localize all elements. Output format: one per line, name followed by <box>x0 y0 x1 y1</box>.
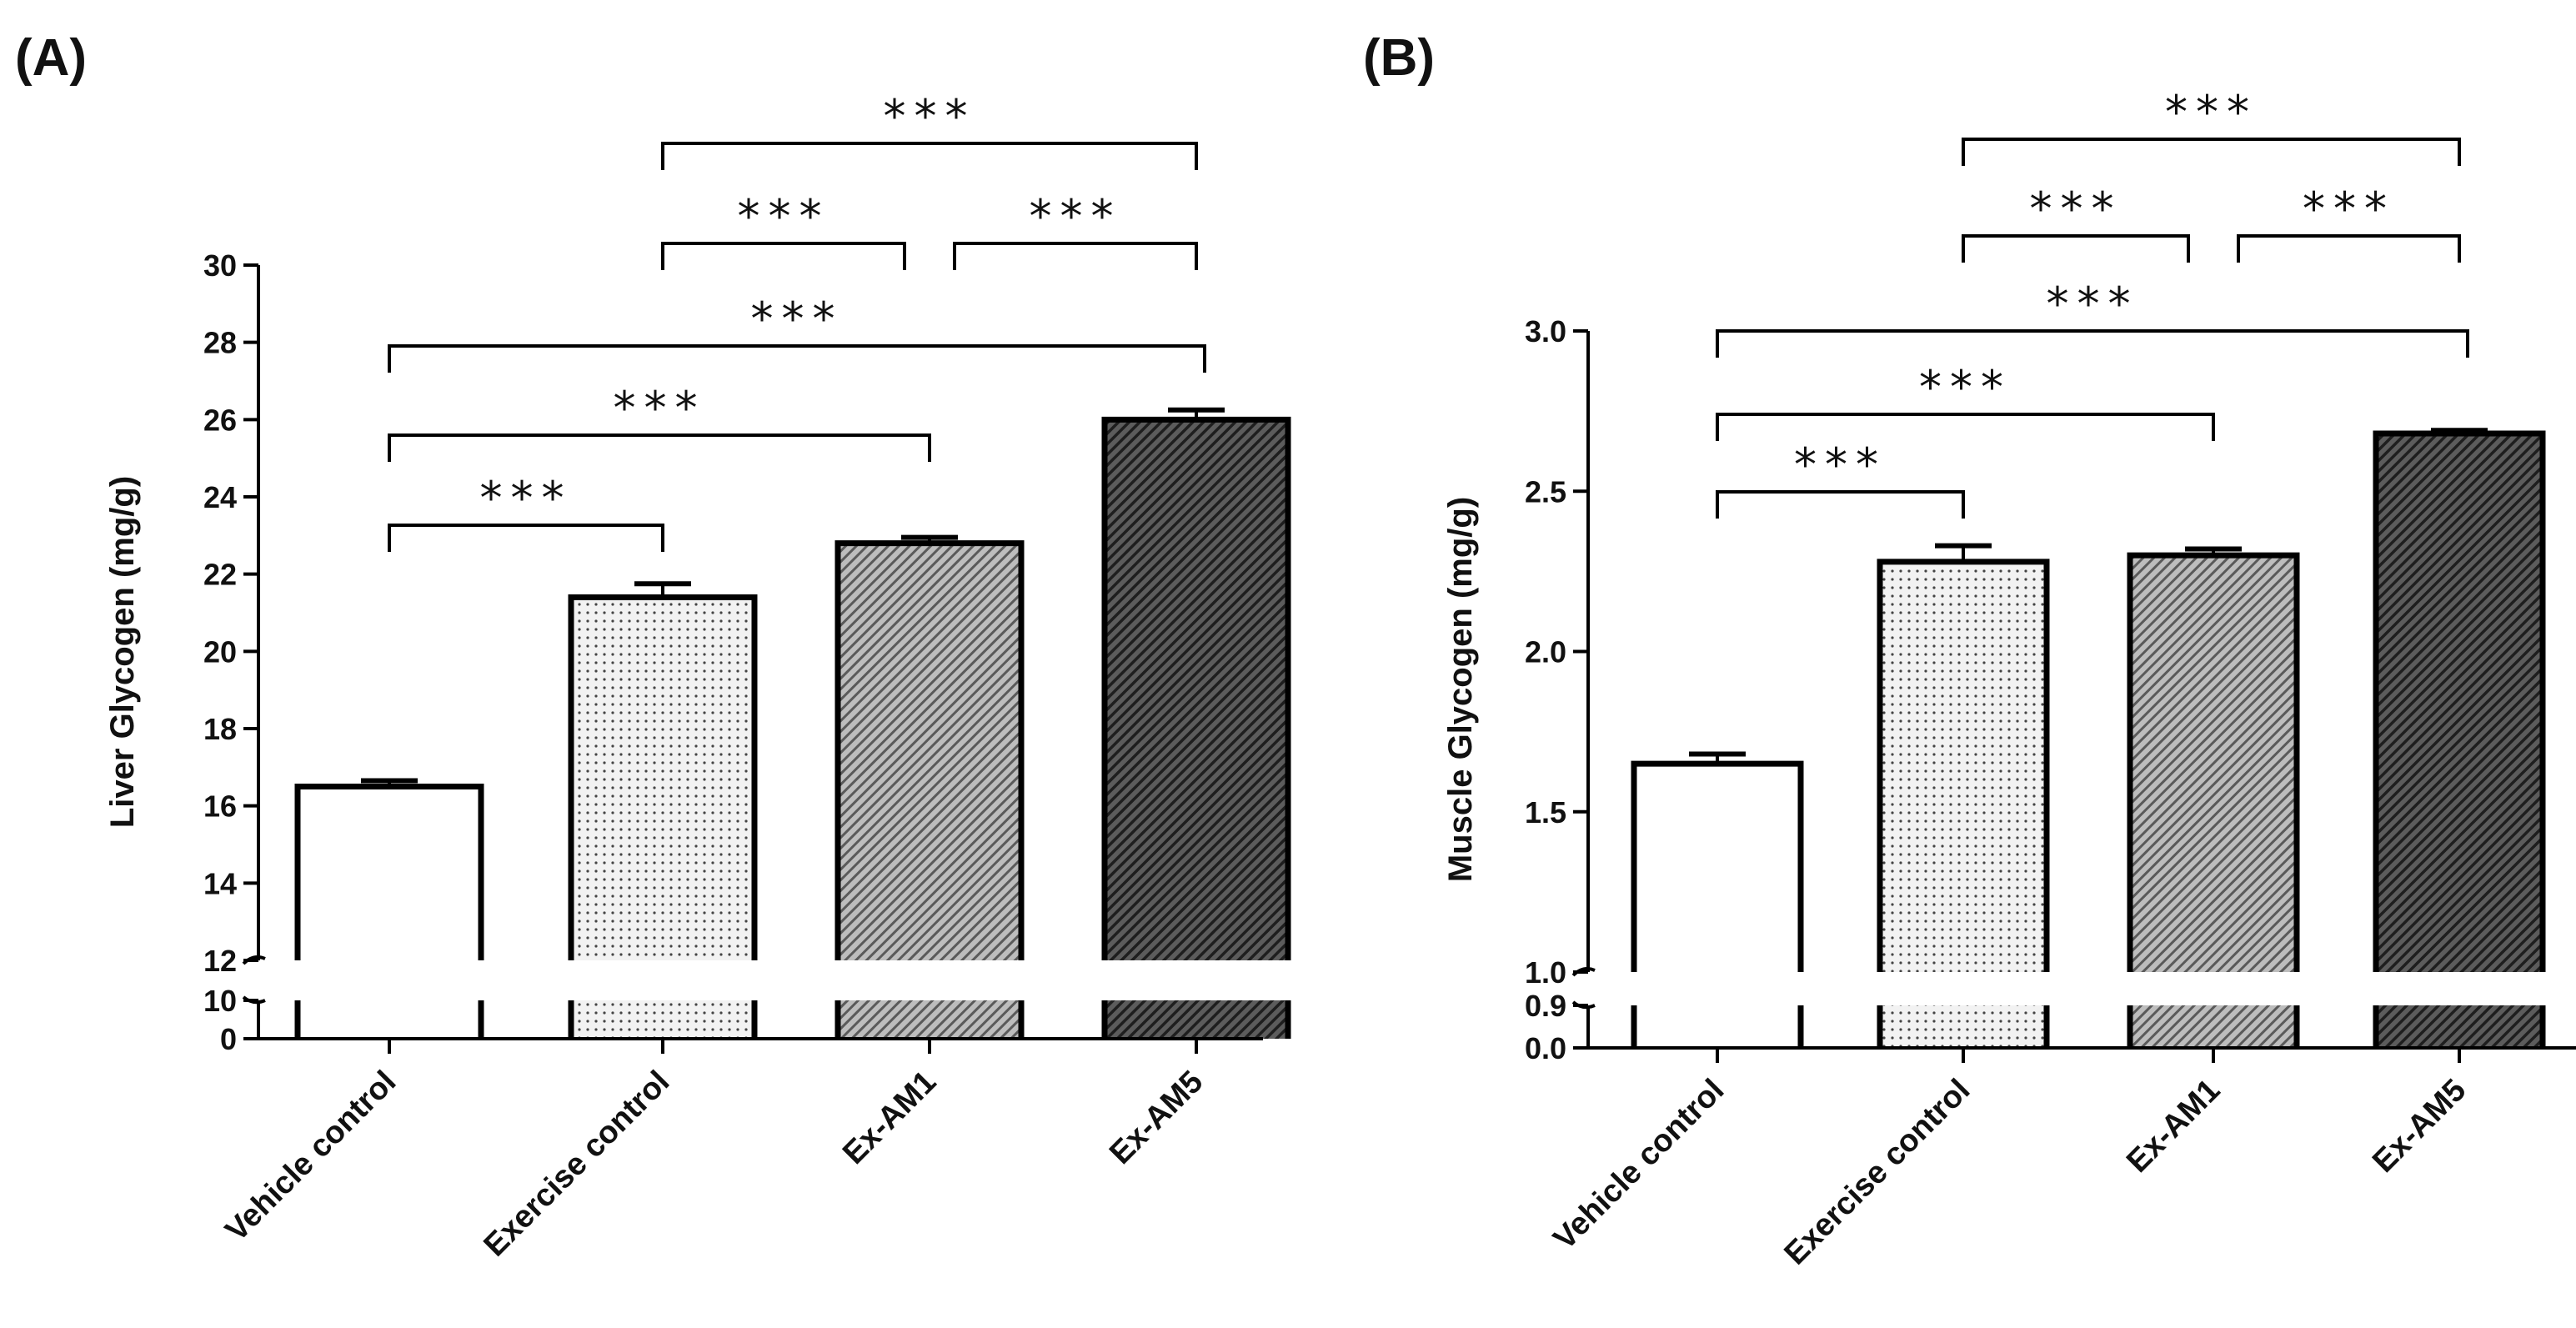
y-tick-label: 2.5 <box>1525 474 1566 509</box>
bar-upper-fill <box>2130 555 2297 972</box>
bar-4 <box>2373 428 2546 1048</box>
bar-2 <box>1877 543 2050 1048</box>
bar-1 <box>1631 751 1804 1048</box>
category-label: Vehicle control <box>219 1065 403 1249</box>
y-tick-label: 14 <box>203 866 237 900</box>
bracket-line <box>661 242 906 270</box>
y-tick-label: 2.0 <box>1525 635 1566 669</box>
significance-bracket: *** <box>1716 278 2469 358</box>
bracket-line <box>1962 234 2190 263</box>
muscle-glycogen-chart: 1.0 1.5 2.0 2.5 3.0 0.0 0.9 Vehicle control Exer… <box>1442 86 2576 1272</box>
significance-bracket: *** <box>2237 183 2461 263</box>
significance-stars: *** <box>614 382 706 434</box>
y-tick-label: 22 <box>203 558 237 592</box>
significance-stars: *** <box>738 190 830 243</box>
significance-bracket: *** <box>388 472 664 552</box>
y-tick-label: 1.0 <box>1525 955 1566 990</box>
y-tick-label: 1.5 <box>1525 795 1566 829</box>
y-tick-label: 0 <box>220 1022 237 1056</box>
bracket-line <box>1716 490 1965 519</box>
bracket-line <box>388 433 931 462</box>
bracket-line <box>1962 138 2461 166</box>
significance-bracket: *** <box>1716 438 1965 519</box>
significance-stars: *** <box>2030 183 2122 235</box>
significance-stars: *** <box>480 472 573 524</box>
y-tick-label: 28 <box>203 326 237 360</box>
significance-stars: *** <box>2047 278 2139 330</box>
bar-lower-fill <box>2376 1005 2543 1048</box>
significance-bracket: *** <box>1962 183 2190 263</box>
y-tick-label: 16 <box>203 789 237 824</box>
y-tick-label: 18 <box>203 712 237 746</box>
significance-stars: *** <box>2165 86 2258 138</box>
liver-glycogen-chart: 12 14 16 18 20 22 24 26 28 30 0 10 Vehicle control Ex… <box>104 90 1291 1264</box>
y-tick-label: 0.9 <box>1525 989 1566 1023</box>
panel-b: (B) 1.0 1.5 2.0 2.5 3.0 0.0 0.9 Vehicle control… <box>1288 0 2576 1328</box>
y-axis-label: Liver Glycogen (mg/g) <box>104 476 141 828</box>
category-label: Ex-AM1 <box>2120 1073 2227 1180</box>
significance-stars: *** <box>1030 190 1122 243</box>
category-label: Ex-AM5 <box>2366 1073 2473 1180</box>
bar-3 <box>2127 546 2300 1048</box>
category-label: Ex-AM1 <box>836 1065 943 1171</box>
y-tick-label: 20 <box>203 634 237 669</box>
category-label: Exercise control <box>1778 1073 1977 1272</box>
panel-a-label: (A) <box>15 29 88 87</box>
y-axis-label: Muscle Glycogen (mg/g) <box>1442 497 1479 882</box>
y-tick-label: 30 <box>203 248 237 283</box>
y-tick-label: 3.0 <box>1525 314 1566 348</box>
significance-bracket: *** <box>1962 86 2461 166</box>
y-tick-label: 26 <box>203 403 237 437</box>
bracket-line <box>388 344 1206 373</box>
bar-upper-fill <box>298 786 481 960</box>
category-label: Vehicle control <box>1547 1073 1732 1257</box>
y-tick-label: 10 <box>203 984 237 1018</box>
y-tick-label: 12 <box>203 944 237 978</box>
significance-stars: *** <box>751 293 844 345</box>
bar-lower-fill <box>1105 1000 1288 1039</box>
panel-a: (A) 12 14 16 18 20 22 24 26 28 30 0 10 Vehicle contr… <box>15 29 1291 1264</box>
bar-3 <box>834 534 1025 1039</box>
bar-4 <box>1101 407 1291 1039</box>
bar-lower-fill <box>298 1000 481 1039</box>
bracket-line <box>1716 413 2215 441</box>
panel-b-label: (B) <box>1363 29 1436 87</box>
bar-upper-fill <box>571 597 754 960</box>
significance-bracket: *** <box>953 190 1198 270</box>
bracket-line <box>1716 329 2469 358</box>
significance-stars: *** <box>2303 183 2395 235</box>
bar-lower-fill <box>2130 1005 2297 1048</box>
y-tick-label: 0.0 <box>1525 1031 1566 1065</box>
bar-upper-fill <box>838 543 1021 960</box>
significance-bracket: *** <box>388 293 1206 373</box>
significance-stars: *** <box>1794 438 1887 491</box>
y-tick-label: 24 <box>203 480 237 514</box>
category-label: Exercise control <box>478 1065 677 1264</box>
bar-upper-fill <box>1105 419 1288 960</box>
significance-bracket: *** <box>1716 361 2215 441</box>
significance-stars: *** <box>1919 361 2012 413</box>
bar-lower-fill <box>1634 1005 1801 1048</box>
axis-break-mark-upper <box>1571 967 1596 977</box>
bracket-line <box>2237 234 2461 263</box>
category-label: Ex-AM5 <box>1103 1065 1210 1171</box>
bar-lower-fill <box>1880 1005 2047 1048</box>
bar-2 <box>568 581 758 1039</box>
bar-lower-fill <box>571 1000 754 1039</box>
significance-bracket: *** <box>661 190 906 270</box>
bracket-line <box>661 142 1198 170</box>
significance-stars: *** <box>884 90 976 143</box>
bar-lower-fill <box>838 1000 1021 1039</box>
bar-upper-fill <box>1880 561 2047 972</box>
bar-1 <box>294 778 484 1039</box>
bracket-line <box>388 524 664 552</box>
significance-bracket: *** <box>388 382 931 462</box>
bracket-line <box>953 242 1198 270</box>
bar-upper-fill <box>1634 764 1801 972</box>
axis-break-mark-upper <box>242 955 266 965</box>
bar-upper-fill <box>2376 433 2543 972</box>
significance-bracket: *** <box>661 90 1198 170</box>
